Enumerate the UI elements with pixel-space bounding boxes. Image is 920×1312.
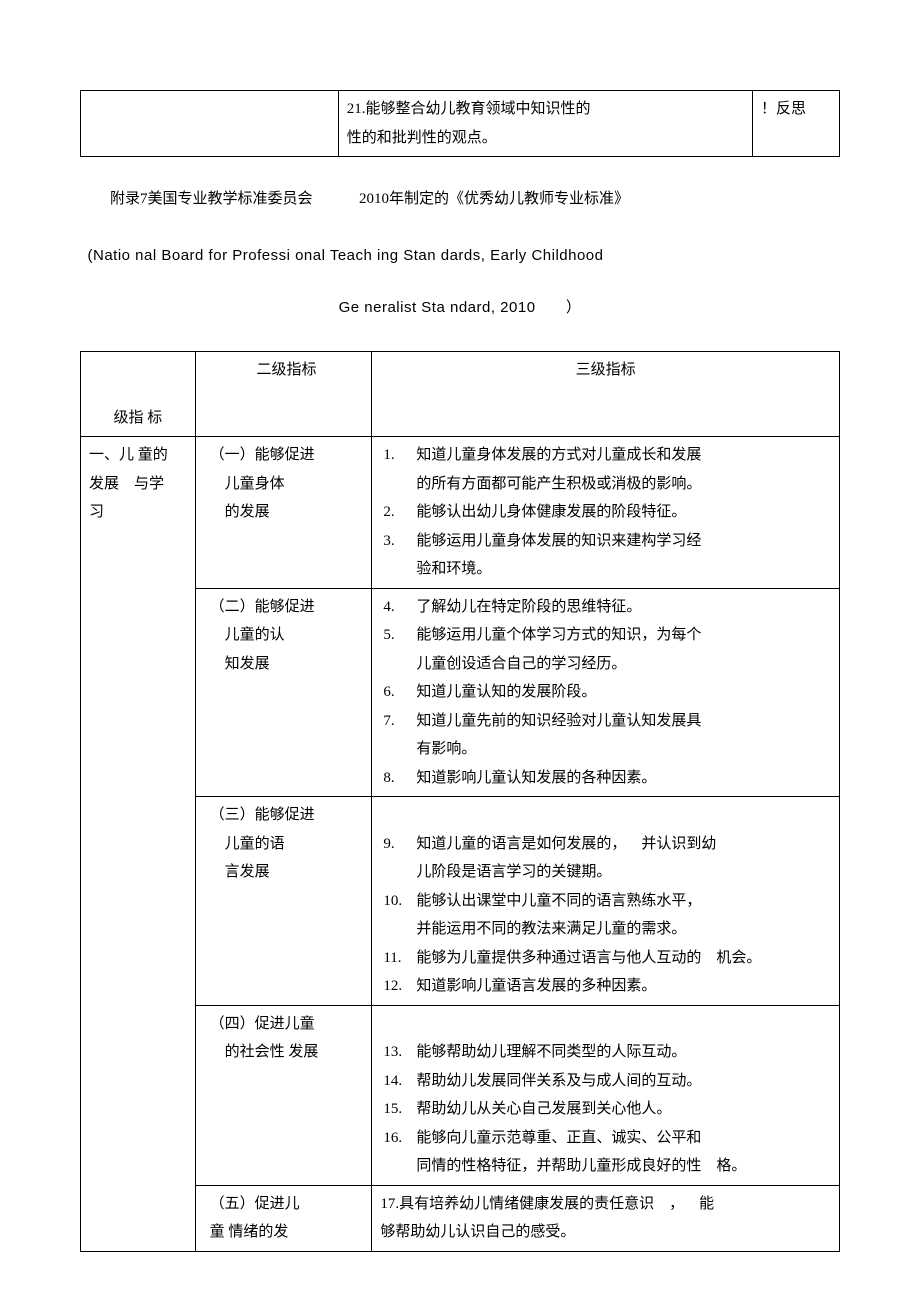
item-number: 13. <box>383 1038 402 1067</box>
title1-a: 附录7美国专业教学标准委员会 <box>110 191 313 207</box>
tertiary-indicator-cell: 1. 知道儿童身体发展的方式对儿童成长和发展 的所有方面都可能产生积极或消极的影响… <box>372 437 840 589</box>
item-text: 能够为儿童提供多种通过语言与他人互动的 机会。 <box>416 950 761 966</box>
header-col1: 级指 标 <box>81 351 196 437</box>
item-text: 能够运用儿童身体发展的知识来建构学习经 验和环境。 <box>416 533 701 578</box>
item-number: 10. <box>383 887 402 916</box>
table-body: 一、儿 童的 发展 与学 习（一）能够促进 儿童身体 的发展 1. 知道儿童身体发展… <box>81 437 840 1252</box>
item-text: 具有培养幼儿情绪健康发展的责任意识 ， 能 够帮助幼儿认识自己的感受。 <box>380 1196 714 1241</box>
item-text: 能够运用儿童个体学习方式的知识，为每个 儿童创设适合自己的学习经历。 <box>416 627 701 672</box>
item-number: 5. <box>383 621 394 650</box>
list-item: 17.具有培养幼儿情绪健康发展的责任意识 ， 能 够帮助幼儿认识自己的感受。 <box>380 1190 831 1247</box>
item-number: 6. <box>383 678 394 707</box>
table-row: （五）促进儿 童 情绪的发17.具有培养幼儿情绪健康发展的责任意识 ， 能 够帮… <box>81 1185 840 1251</box>
top-text-right: ！反思 <box>761 101 806 117</box>
indicator-list: 17.具有培养幼儿情绪健康发展的责任意识 ， 能 够帮助幼儿认识自己的感受。 <box>380 1190 831 1247</box>
blank-line <box>380 1010 831 1039</box>
indicator-list: 13. 能够帮助幼儿理解不同类型的人际互动。 14. 帮助幼儿发展同伴关系及与成人间的… <box>380 1010 831 1181</box>
item-number: 16. <box>383 1124 402 1153</box>
item-number: 12. <box>383 972 402 1001</box>
item-number: 17. <box>380 1196 399 1212</box>
list-item: 7. 知道儿童先前的知识经验对儿童认知发展具 有影响。 <box>380 707 831 764</box>
item-text: 了解幼儿在特定阶段的思维特征。 <box>416 599 641 615</box>
item-text: 帮助幼儿从关心自己发展到关心他人。 <box>416 1101 671 1117</box>
header-col3-label: 三级指标 <box>576 362 636 378</box>
tertiary-indicator-cell: 9. 知道儿童的语言是如何发展的， 并认识到幼 儿阶段是语言学习的关键期。 10. 能… <box>372 797 840 1006</box>
list-item: 2. 能够认出幼儿身体健康发展的阶段特征。 <box>380 498 831 527</box>
title1-b: 2010年制定的《优秀幼儿教师专业标准》 <box>359 191 629 207</box>
list-item: 1. 知道儿童身体发展的方式对儿童成长和发展 的所有方面都可能产生积极或消极的影响… <box>380 441 831 498</box>
item-text: 能够认出幼儿身体健康发展的阶段特征。 <box>416 504 686 520</box>
secondary-indicator-cell: （四）促进儿童 的社会性 发展 <box>195 1005 372 1185</box>
table-row: （三）能够促进 儿童的语 言发展 9. 知道儿童的语言是如何发展的， 并认识到幼 … <box>81 797 840 1006</box>
item-text: 知道儿童先前的知识经验对儿童认知发展具 有影响。 <box>416 713 701 758</box>
item-text: 知道影响儿童认知发展的各种因素。 <box>416 770 656 786</box>
top-fragment-table: 21.能够整合幼儿教育领域中知识性的 性的和批判性的观点。 ！反思 <box>80 90 840 157</box>
header-col1-label: 级指 标 <box>89 404 187 433</box>
list-item: 5. 能够运用儿童个体学习方式的知识，为每个 儿童创设适合自己的学习经历。 <box>380 621 831 678</box>
item-number: 14. <box>383 1067 402 1096</box>
list-item: 13. 能够帮助幼儿理解不同类型的人际互动。 <box>380 1038 831 1067</box>
secondary-indicator-cell: （一）能够促进 儿童身体 的发展 <box>195 437 372 589</box>
title3-b: ） <box>566 300 582 316</box>
item-text: 能够帮助幼儿理解不同类型的人际互动。 <box>416 1044 686 1060</box>
item-text: 知道影响儿童语言发展的多种因素。 <box>416 978 656 994</box>
list-item: 14. 帮助幼儿发展同伴关系及与成人间的互动。 <box>380 1067 831 1096</box>
standards-table: 级指 标 二级指标 三级指标 一、儿 童的 发展 与学 习（一）能够促进 儿童身… <box>80 351 840 1252</box>
item-number: 7. <box>383 707 394 736</box>
table-row: （四）促进儿童 的社会性 发展 13. 能够帮助幼儿理解不同类型的人际互动。 14.… <box>81 1005 840 1185</box>
indicator-list: 1. 知道儿童身体发展的方式对儿童成长和发展 的所有方面都可能产生积极或消极的影响… <box>380 441 831 584</box>
top-cell-empty <box>81 91 339 157</box>
appendix-title-line3: Ge neralist Sta ndard, 2010 ） <box>80 294 840 323</box>
top-text-middle-line1: 21.能够整合幼儿教育领域中知识性的 性的和批判性的观点。 <box>347 95 591 152</box>
list-item: 10. 能够认出课堂中儿童不同的语言熟练水平， 并能运用不同的教法来满足儿童的需求… <box>380 887 831 944</box>
item-number: 2. <box>383 498 394 527</box>
item-number: 11. <box>383 944 401 973</box>
header-col3: 三级指标 <box>372 351 840 437</box>
list-item: 16. 能够向儿童示范尊重、正直、诚实、公平和 同情的性格特征，并帮助儿童形成良好… <box>380 1124 831 1181</box>
item-number: 8. <box>383 764 394 793</box>
top-cell-right: ！反思 <box>752 91 839 157</box>
item-text: 知道儿童身体发展的方式对儿童成长和发展 的所有方面都可能产生积极或消极的影响。 <box>416 447 701 492</box>
item-text: 帮助幼儿发展同伴关系及与成人间的互动。 <box>416 1073 701 1089</box>
item-number: 15. <box>383 1095 402 1124</box>
list-item: 11. 能够为儿童提供多种通过语言与他人互动的 机会。 <box>380 944 831 973</box>
primary-indicator-cell: 一、儿 童的 发展 与学 习 <box>81 437 196 1252</box>
header-col2: 二级指标 <box>195 351 372 437</box>
indicator-list: 4. 了解幼儿在特定阶段的思维特征。 5. 能够运用儿童个体学习方式的知识，为每个 儿… <box>380 593 831 793</box>
list-item: 8. 知道影响儿童认知发展的各种因素。 <box>380 764 831 793</box>
item-text: 能够向儿童示范尊重、正直、诚实、公平和 同情的性格特征，并帮助儿童形成良好的性 … <box>416 1130 746 1175</box>
item-number: 4. <box>383 593 394 622</box>
top-cell-middle: 21.能够整合幼儿教育领域中知识性的 性的和批判性的观点。 <box>338 91 752 157</box>
item-text: 知道儿童认知的发展阶段。 <box>416 684 596 700</box>
list-item: 4. 了解幼儿在特定阶段的思维特征。 <box>380 593 831 622</box>
item-text: 知道儿童的语言是如何发展的， 并认识到幼 儿阶段是语言学习的关键期。 <box>416 836 716 881</box>
item-number: 1. <box>383 441 394 470</box>
table-row: 一、儿 童的 发展 与学 习（一）能够促进 儿童身体 的发展1.知道儿童身体发展… <box>81 437 840 589</box>
item-text: 能够认出课堂中儿童不同的语言熟练水平， 并能运用不同的教法来满足儿童的需求。 <box>416 893 701 938</box>
header-col2-label: 二级指标 <box>256 362 316 378</box>
tertiary-indicator-cell: 17.具有培养幼儿情绪健康发展的责任意识 ， 能 够帮助幼儿认识自己的感受。 <box>372 1185 840 1251</box>
item-number: 3. <box>383 527 394 556</box>
secondary-indicator-cell: （二）能够促进 儿童的认 知发展 <box>195 588 372 797</box>
list-item: 6. 知道儿童认知的发展阶段。 <box>380 678 831 707</box>
tertiary-indicator-cell: 13. 能够帮助幼儿理解不同类型的人际互动。 14. 帮助幼儿发展同伴关系及与成人间的… <box>372 1005 840 1185</box>
secondary-indicator-cell: （三）能够促进 儿童的语 言发展 <box>195 797 372 1006</box>
table-row: （二）能够促进 儿童的认 知发展 4. 了解幼儿在特定阶段的思维特征。 5. 能够运用儿… <box>81 588 840 797</box>
indicator-list: 9. 知道儿童的语言是如何发展的， 并认识到幼 儿阶段是语言学习的关键期。 10. 能… <box>380 801 831 1001</box>
table-header-row: 级指 标 二级指标 三级指标 <box>81 351 840 437</box>
appendix-title-line2: (Natio nal Board for Professi onal Teach… <box>88 242 841 271</box>
title3-a: Ge neralist Sta ndard, 2010 <box>339 299 536 316</box>
item-number: 9. <box>383 830 394 859</box>
list-item: 15. 帮助幼儿从关心自己发展到关心他人。 <box>380 1095 831 1124</box>
list-item: 12. 知道影响儿童语言发展的多种因素。 <box>380 972 831 1001</box>
tertiary-indicator-cell: 4. 了解幼儿在特定阶段的思维特征。 5. 能够运用儿童个体学习方式的知识，为每个 儿… <box>372 588 840 797</box>
blank-line <box>380 801 831 830</box>
secondary-indicator-cell: （五）促进儿 童 情绪的发 <box>195 1185 372 1251</box>
list-item: 3. 能够运用儿童身体发展的知识来建构学习经 验和环境。 <box>380 527 831 584</box>
list-item: 9. 知道儿童的语言是如何发展的， 并认识到幼 儿阶段是语言学习的关键期。 <box>380 830 831 887</box>
title2: (Natio nal Board for Professi onal Teach… <box>88 247 604 264</box>
appendix-title-line1: 附录7美国专业教学标准委员会 2010年制定的《优秀幼儿教师专业标准》 <box>80 185 840 214</box>
